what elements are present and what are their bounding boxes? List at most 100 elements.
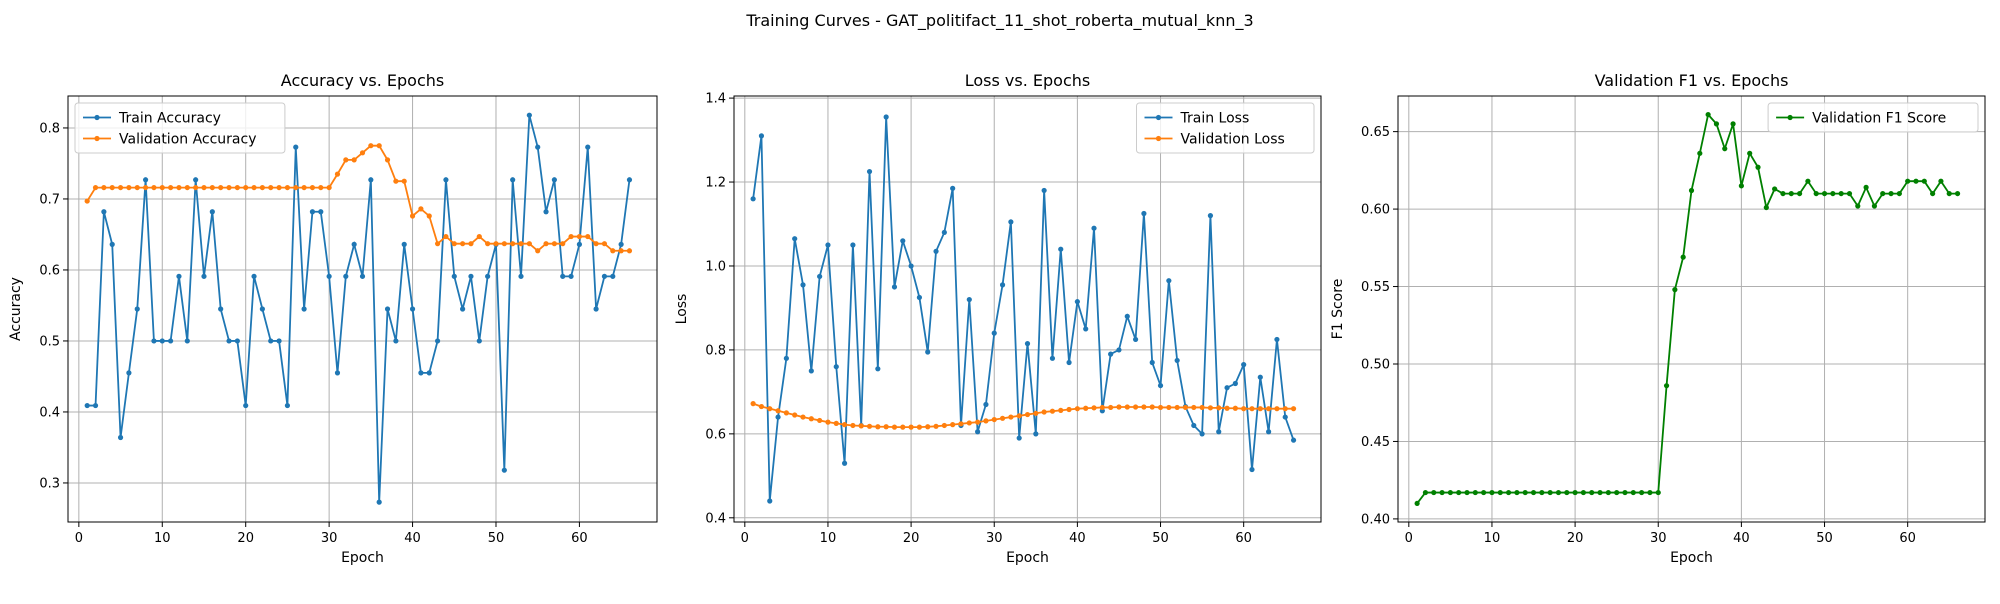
f1-series-0-point [1830, 190, 1836, 197]
f1-series-0-point [1738, 183, 1744, 189]
loss-series-1-point [883, 424, 889, 430]
accuracy-series-1-point [401, 178, 407, 184]
accuracy-series-1-point [418, 206, 424, 212]
loss-series-0-point [767, 498, 773, 504]
f1-series-0-point [1580, 489, 1587, 496]
accuracy-series-0-point [526, 112, 532, 118]
loss-series-1-point [1033, 410, 1039, 416]
loss-series-1-point [1083, 405, 1089, 411]
loss-series-0-point [1266, 429, 1272, 435]
accuracy-series-0-point [443, 177, 449, 183]
f1-series-0-point [1522, 489, 1528, 496]
loss-series-1-point [783, 410, 789, 416]
accuracy-series-0-point [301, 306, 307, 312]
accuracy-series-0-point [468, 273, 474, 279]
loss-series-0-point [1108, 351, 1114, 357]
accuracy-x-tick-label: 20 [237, 531, 254, 546]
accuracy-series-0-point [142, 177, 149, 183]
accuracy-series-1-point [293, 184, 299, 191]
accuracy-series-1-point [351, 157, 357, 163]
loss-y-tick-label: 1.4 [705, 92, 726, 107]
loss-x-tick-label: 30 [986, 531, 1003, 546]
accuracy-y-tick-label: 0.7 [39, 192, 60, 207]
loss-series-1-point [950, 422, 956, 428]
f1-series-0-point [1680, 254, 1686, 260]
loss-series-0-point [841, 460, 848, 466]
accuracy-series-1-point [585, 233, 591, 240]
accuracy-series-1-point [209, 184, 215, 191]
accuracy-series-0-point [518, 273, 524, 279]
f1-legend: Validation F1 Score [1767, 102, 1979, 133]
loss-series-0-point [850, 242, 856, 248]
accuracy-series-0-point [543, 209, 549, 215]
f1-series-0-point [1888, 190, 1894, 197]
loss-series-1-point [841, 422, 848, 428]
loss-axes-frame [733, 95, 1322, 523]
accuracy-subplot-title: Accuracy vs. Epochs [281, 71, 444, 90]
accuracy-series-1-point [560, 241, 566, 247]
f1-series-0-point [1722, 146, 1728, 152]
loss-series-1-point [767, 406, 773, 412]
f1-series-0-point [1688, 187, 1695, 194]
loss-series-0-point [1149, 359, 1155, 366]
accuracy-series-0-point [551, 177, 557, 183]
loss-legend-swatch-marker [1155, 114, 1162, 121]
accuracy-series-0-point [134, 306, 140, 312]
f1-series-0-point [1921, 178, 1927, 184]
accuracy-series-1-point [168, 184, 174, 191]
f1-series-0-point [1913, 178, 1919, 184]
accuracy-series-0-point [309, 209, 316, 215]
accuracy-series-0-point [176, 273, 182, 279]
f1-legend-box [1767, 102, 1979, 133]
accuracy-series-0-point [259, 306, 265, 312]
loss-series-0-point [1124, 313, 1130, 319]
f1-series-0-point [1938, 178, 1944, 184]
loss-y-tick-label: 1.2 [705, 176, 726, 191]
accuracy-series-1-point [259, 184, 265, 191]
f1-series-0-point [1905, 178, 1911, 184]
accuracy-series-0-point [126, 370, 132, 376]
accuracy-series-1-point [434, 241, 441, 247]
accuracy-y-tick-label: 0.8 [39, 121, 60, 136]
loss-x-axis-label: Epoch [1006, 550, 1049, 566]
loss-series-1-point [966, 420, 972, 426]
f1-series-0-point [1472, 489, 1478, 496]
f1-legend-swatch-marker [1787, 114, 1793, 121]
loss-series-0-point [1141, 210, 1147, 217]
accuracy-series-0-point [401, 241, 407, 247]
loss-series-0-point [866, 168, 873, 175]
f1-series-0-point [1846, 190, 1853, 197]
f1-series-0-point [1788, 190, 1794, 197]
loss-series-0-point [1174, 357, 1180, 364]
loss-series-0-point [1008, 219, 1014, 225]
loss-series-1-point [866, 423, 873, 429]
accuracy-series-1-point [384, 157, 391, 163]
accuracy-y-tick-label: 0.4 [39, 405, 60, 420]
loss-series-0-point [800, 282, 806, 288]
accuracy-series-1-point [126, 184, 132, 191]
f1-x-tick-label: 10 [1484, 531, 1501, 546]
f1-y-tick-label: 0.60 [1361, 203, 1390, 218]
accuracy-series-1-point [618, 248, 624, 254]
accuracy-series-1-point [518, 241, 524, 247]
accuracy-series-0-point [426, 370, 432, 376]
accuracy-series-1-point [593, 241, 599, 247]
loss-series-0-point [983, 401, 989, 408]
loss-series-0-point [975, 429, 981, 435]
accuracy-series-1-point [501, 241, 507, 247]
loss-y-tick-label: 0.8 [705, 343, 726, 358]
accuracy-series-1-point [343, 157, 349, 163]
f1-series-0-point [1547, 489, 1553, 496]
loss-series-0-point [1232, 380, 1238, 387]
loss-series-1-point [1008, 414, 1014, 420]
accuracy-subplot: 0 10 20 30 40 50 60 0.3 0.4 0.5 0.6 0.7 0.8 Accuracy … [8, 71, 658, 566]
accuracy-series-0-point [226, 338, 232, 344]
f1-series-0-point [1647, 489, 1653, 496]
loss-series-1-point [875, 424, 881, 430]
accuracy-series-1-point [301, 184, 307, 191]
loss-series-0-point [916, 294, 923, 301]
accuracy-x-tick-label: 30 [321, 531, 338, 546]
accuracy-series-0-point [451, 273, 457, 279]
loss-series-0-point [1207, 213, 1214, 219]
accuracy-series-1-point [535, 248, 541, 254]
